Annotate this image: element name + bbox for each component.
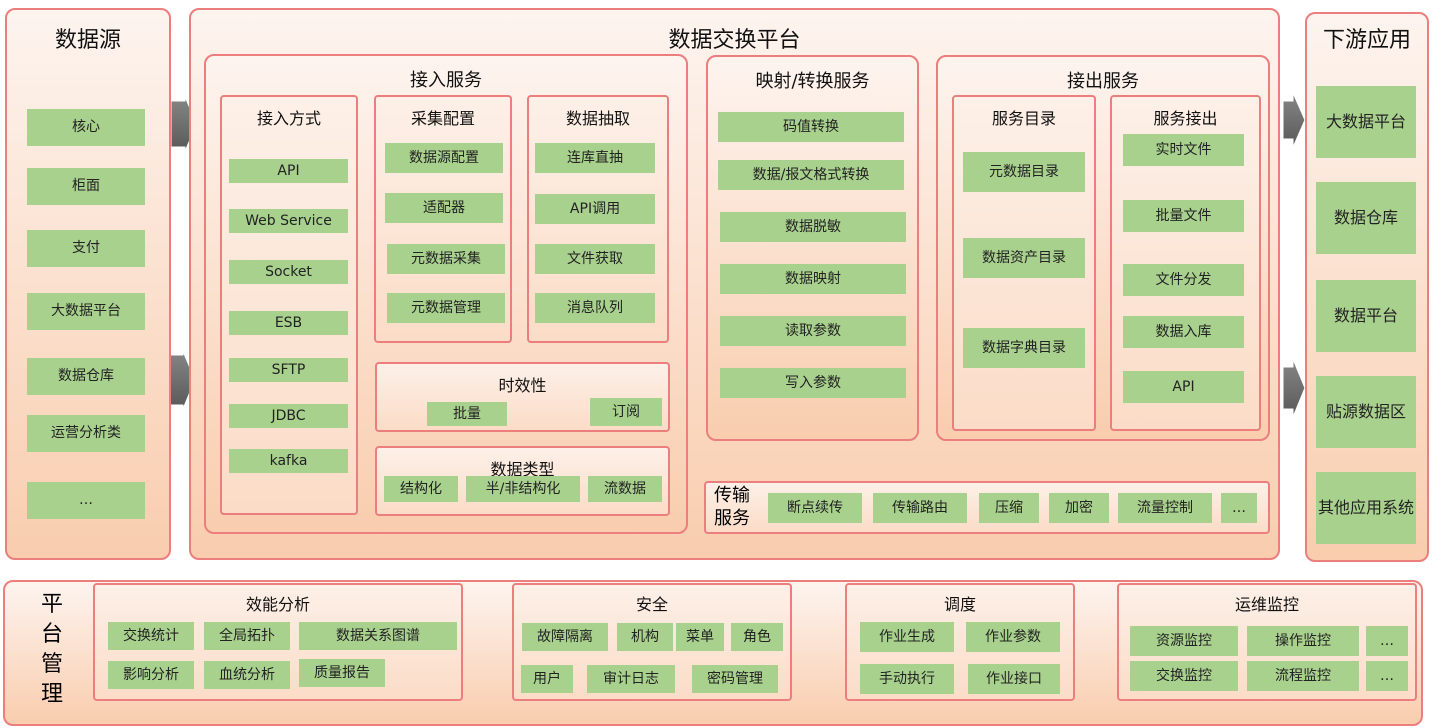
component-box[interactable]: 文件获取 [535, 244, 655, 274]
component-box[interactable]: Socket [229, 260, 348, 284]
scheduling-panel-title: 调度 [943, 595, 976, 614]
component-box[interactable]: 数据仓库 [1316, 182, 1416, 254]
transport-title: 传输服务 [714, 485, 750, 529]
component-box[interactable]: ESB [229, 311, 348, 335]
component-box[interactable]: 流程监控 [1247, 661, 1359, 691]
component-box[interactable]: SFTP [229, 358, 348, 382]
component-box[interactable]: 审计日志 [587, 665, 675, 693]
component-box[interactable]: 密码管理 [692, 665, 778, 693]
sources-panel: 数据源 [5, 8, 171, 560]
component-box[interactable]: … [27, 482, 145, 519]
timeliness-panel-title: 时效性 [498, 376, 547, 395]
performance-panel-title: 效能分析 [245, 595, 310, 614]
component-box[interactable]: 文件分发 [1123, 264, 1244, 296]
component-box[interactable]: 大数据平台 [1316, 86, 1416, 158]
component-box[interactable]: 全局拓扑 [204, 622, 290, 650]
methods-panel-title: 接入方式 [256, 109, 321, 128]
component-box[interactable]: 数据关系图谱 [299, 622, 457, 650]
component-box[interactable]: 订阅 [590, 398, 662, 426]
component-box[interactable]: 数据源配置 [385, 143, 503, 173]
component-box[interactable]: 结构化 [384, 476, 458, 502]
mapping-panel-title: 映射/转换服务 [755, 71, 870, 92]
component-box[interactable]: kafka [229, 449, 348, 473]
component-box[interactable]: … [1366, 661, 1408, 691]
component-box[interactable]: 数据脱敏 [720, 212, 906, 242]
component-box[interactable]: 运营分析类 [27, 415, 145, 452]
platform-panel-title: 数据交换平台 [668, 28, 801, 53]
monitoring-panel-title: 运维监控 [1234, 595, 1299, 614]
component-box[interactable]: 贴源数据区 [1316, 376, 1416, 448]
component-box[interactable]: 数据/报文格式转换 [718, 160, 904, 190]
component-box[interactable]: 元数据管理 [387, 293, 505, 323]
component-box[interactable]: 连库直抽 [535, 143, 655, 173]
component-box[interactable]: 压缩 [979, 493, 1039, 523]
component-box[interactable]: 大数据平台 [27, 293, 145, 330]
component-box[interactable]: 读取参数 [720, 316, 906, 346]
component-box[interactable]: 数据平台 [1316, 280, 1416, 352]
collect-panel-title: 采集配置 [410, 109, 475, 128]
component-box[interactable]: 机构 [617, 623, 673, 651]
component-box[interactable]: 柜面 [27, 168, 145, 205]
component-box[interactable]: 作业生成 [860, 622, 954, 652]
datatype-panel-title: 数据类型 [490, 460, 555, 479]
component-box[interactable]: 支付 [27, 230, 145, 267]
component-box[interactable]: API调用 [535, 194, 655, 224]
arrow-right-icon [1280, 353, 1308, 423]
export-panel-title: 服务接出 [1153, 109, 1218, 128]
component-box[interactable]: 数据仓库 [27, 358, 145, 395]
component-box[interactable]: 作业接口 [968, 664, 1060, 694]
component-box[interactable]: 半/非结构化 [466, 476, 580, 502]
component-box[interactable]: 菜单 [676, 623, 724, 651]
component-box[interactable]: 实时文件 [1123, 134, 1244, 166]
component-box[interactable]: 资源监控 [1130, 626, 1238, 656]
component-box[interactable]: 码值转换 [718, 112, 904, 142]
component-box[interactable]: 用户 [521, 665, 573, 693]
component-box[interactable]: 其他应用系统 [1316, 472, 1416, 544]
component-box[interactable]: 适配器 [385, 193, 503, 223]
component-box[interactable]: 手动执行 [860, 664, 954, 694]
component-box[interactable]: 断点续传 [768, 493, 862, 523]
component-box[interactable]: 数据入库 [1123, 316, 1244, 348]
arrow-right-icon [1280, 87, 1308, 153]
component-box[interactable]: 数据资产目录 [963, 238, 1085, 278]
catalog-panel-title: 服务目录 [991, 109, 1056, 128]
component-box[interactable]: API [229, 159, 348, 183]
component-box[interactable]: 交换监控 [1130, 661, 1238, 691]
component-box[interactable]: 批量文件 [1123, 200, 1244, 232]
sources-panel-title: 数据源 [54, 28, 121, 53]
component-box[interactable]: 加密 [1049, 493, 1109, 523]
component-box[interactable]: 流数据 [588, 476, 662, 502]
component-box[interactable]: 作业参数 [966, 622, 1060, 652]
output-panel-title: 接出服务 [1067, 71, 1139, 92]
component-box[interactable]: 数据映射 [720, 264, 906, 294]
component-box[interactable]: … [1366, 626, 1408, 656]
component-box[interactable]: … [1221, 493, 1257, 523]
component-box[interactable]: 消息队列 [535, 293, 655, 323]
component-box[interactable]: 交换统计 [108, 622, 194, 650]
component-box[interactable]: 数据字典目录 [963, 328, 1085, 368]
component-box[interactable]: 元数据目录 [963, 152, 1085, 192]
component-box[interactable]: 影响分析 [108, 661, 194, 689]
component-box[interactable]: 角色 [731, 623, 783, 651]
component-box[interactable]: 质量报告 [299, 659, 385, 687]
component-box[interactable]: 操作监控 [1247, 626, 1359, 656]
downstream-panel-title: 下游应用 [1322, 28, 1411, 53]
component-box[interactable]: 元数据采集 [387, 244, 505, 274]
component-box[interactable]: API [1123, 371, 1244, 403]
component-box[interactable]: JDBC [229, 404, 348, 428]
security-panel-title: 安全 [635, 595, 668, 614]
component-box[interactable]: 流量控制 [1118, 493, 1212, 523]
component-box[interactable]: 批量 [427, 402, 507, 426]
component-box[interactable]: 血统分析 [204, 661, 290, 689]
management-title: 平台管理 [41, 592, 64, 707]
component-box[interactable]: 故障隔离 [522, 623, 608, 651]
component-box[interactable]: Web Service [229, 209, 348, 233]
ingest-panel-title: 接入服务 [410, 70, 482, 91]
extract-panel-title: 数据抽取 [565, 109, 630, 128]
component-box[interactable]: 核心 [27, 109, 145, 146]
component-box[interactable]: 写入参数 [720, 368, 906, 398]
component-box[interactable]: 传输路由 [873, 493, 967, 523]
